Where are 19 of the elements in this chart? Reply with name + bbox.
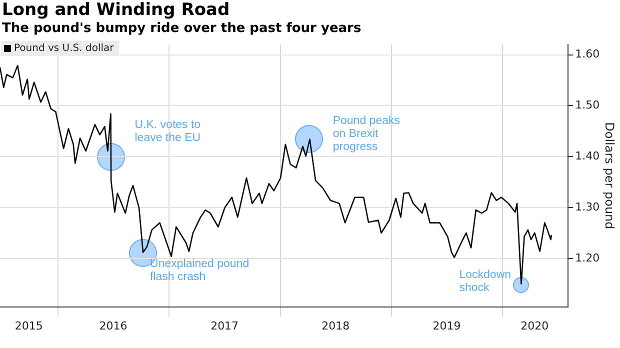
chart-title: Long and Winding Road (2, 0, 230, 20)
x-tick-label: 2016 (99, 319, 128, 332)
x-tick-label: 2020 (520, 319, 549, 332)
y-tick-label: 1.50 (575, 98, 600, 112)
y-tick-label: 1.60 (575, 48, 600, 61)
y-tick-label: 1.30 (575, 200, 600, 214)
annotation: Pound peaks on Brexit progress (332, 114, 401, 154)
y-axis-title: Dollars per pound (602, 122, 617, 230)
legend-label: Pound vs U.S. dollar (14, 43, 114, 54)
y-tick-label: 1.40 (575, 149, 600, 162)
chart-subtitle: The pound's bumpy ride over the past four years (2, 21, 362, 36)
x-tick-label: 2019 (432, 319, 461, 332)
x-tick-label: 2018 (322, 319, 350, 332)
x-tick-label: 2017 (210, 319, 239, 332)
y-tick-label: 1.20 (575, 251, 600, 264)
annotation: U.K. votes to leave the EU (134, 118, 202, 145)
x-tick-label: 2015 (14, 319, 43, 332)
annotation: Lockdown shock (459, 269, 512, 296)
annotation: Unexplained pound flash crash (150, 258, 250, 284)
